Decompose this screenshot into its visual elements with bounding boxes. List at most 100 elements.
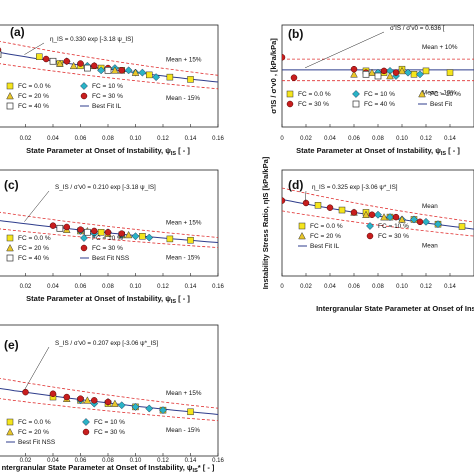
data-point-fc40 — [374, 72, 382, 80]
data-point-fc30 — [416, 218, 424, 226]
data-point-fc20 — [398, 215, 406, 223]
plot-area — [282, 187, 474, 237]
x-axis-label-main: State Parameter at Onset of Instability,… — [26, 294, 171, 303]
y-axis-label: Instability Stress Ratio, ηIS [kPa/kPa] — [261, 156, 270, 289]
x-axis-label-sub: IS — [441, 151, 447, 157]
x-axis-label: ntergranular State Parameter at Onset of… — [2, 463, 215, 474]
fit-equation: η_IS = 0.330 exp [-3.18 ψ_IS] — [50, 36, 133, 43]
x-tick-label: 0 — [280, 136, 284, 142]
data-point-fc30 — [392, 69, 400, 76]
x-axis-label-tail: * [ - ] — [198, 463, 215, 472]
data-point-fc20 — [56, 59, 64, 67]
panel-label: (c) — [4, 178, 19, 192]
data-point-fc0 — [187, 408, 194, 416]
legend-marker-fc20 — [6, 91, 14, 100]
data-point-fc30 — [77, 226, 84, 233]
x-tick-label: 0.06 — [75, 136, 87, 142]
data-point-fc20 — [69, 61, 78, 70]
lower-bound-label: Mean - 15% — [166, 427, 200, 434]
y-axis-label: σ'IS / σ'v0 , [kPa/kPa] — [269, 38, 278, 114]
legend-marker-fc40 — [6, 254, 14, 262]
data-point-fc10 — [124, 66, 133, 75]
legend-marker-fc10 — [80, 234, 88, 242]
data-point-fc20 — [124, 230, 133, 239]
x-axis-label-tail: [ - ] — [176, 146, 190, 155]
data-point-fc10 — [434, 220, 442, 229]
x-tick-label: 0.08 — [102, 136, 114, 142]
x-axis-label: State Parameter at Onset of Instability,… — [26, 294, 190, 305]
data-point-fc40 — [84, 228, 91, 236]
equation-leader — [304, 190, 307, 202]
plot-area — [282, 54, 474, 82]
legend-label: Best Fit IL — [310, 243, 340, 250]
x-tick-label: 0.16 — [212, 284, 224, 290]
x-tick-label: 0.04 — [324, 136, 336, 142]
x-axis-label: State Parameter at Onset of Instability,… — [296, 146, 460, 157]
x-axis-label-tail: [ - ] — [446, 146, 460, 155]
x-tick-label: 0.14 — [444, 136, 456, 142]
panel-label: (e) — [4, 338, 19, 352]
equation-leader — [24, 346, 50, 391]
legend-label: FC = 10 % — [92, 83, 123, 90]
x-axis-label-sub: IS — [171, 151, 177, 157]
legend-marker-fc40 — [6, 102, 14, 110]
data-point-fc10 — [416, 70, 424, 79]
panel-label: (b) — [288, 27, 303, 41]
x-tick-label: 0.08 — [372, 284, 384, 290]
legend-marker-fc30 — [82, 428, 90, 436]
legend-label: FC = 0.0 % — [18, 83, 51, 90]
data-point-fc10 — [145, 233, 154, 242]
data-point-fc30 — [63, 58, 70, 65]
x-tick-label: 0.08 — [372, 136, 384, 142]
legend-marker-fc10 — [80, 82, 88, 90]
legend-marker-fc40 — [352, 100, 360, 108]
legend-marker-fc30 — [286, 100, 294, 108]
x-axis-label-main: Intergranular State Parameter at Onset o… — [316, 304, 474, 313]
x-tick-label: 0.08 — [102, 284, 114, 290]
plot-area — [0, 211, 218, 248]
data-point-fc40 — [0, 51, 2, 58]
x-tick-label: 0.12 — [157, 284, 169, 290]
x-axis-label-sub: IS — [193, 468, 199, 474]
legend-label: Best Fit NSS — [92, 255, 130, 262]
legend-marker-fc0 — [286, 90, 294, 98]
legend-label: Best Fit IL — [92, 103, 122, 110]
data-point-fc40 — [104, 66, 112, 74]
x-tick-label: 0.06 — [348, 136, 360, 142]
legend-marker-fc30 — [80, 244, 88, 252]
legend-label: FC = 30 % — [378, 233, 409, 240]
data-point-fc30 — [49, 390, 57, 398]
x-tick-label: 0.02 — [300, 284, 312, 290]
legend-marker-fc30 — [80, 92, 88, 100]
data-point-fc0 — [422, 67, 430, 75]
legend-label: FC = 20 % — [310, 233, 341, 240]
upper-bound-line — [282, 187, 474, 223]
x-tick-label: 0.14 — [185, 136, 197, 142]
data-point-fc30 — [91, 397, 98, 404]
upper-bound-label: Mean + 10% — [422, 44, 458, 51]
x-tick-label: 0.02 — [20, 458, 32, 464]
data-point-fc10 — [131, 232, 140, 241]
data-point-fc30 — [282, 54, 286, 61]
lower-bound-label: Mean - 15% — [166, 95, 200, 102]
legend-marker-fc20 — [298, 231, 306, 240]
upper-bound-label: Mean — [422, 203, 438, 210]
data-point-fc40 — [362, 70, 370, 78]
data-point-fc30 — [77, 60, 84, 67]
legend-marker-fc10 — [366, 222, 374, 230]
x-tick-label: 0.04 — [324, 284, 336, 290]
upper-bound-line — [0, 40, 218, 76]
legend-label: FC = 20 % — [18, 429, 49, 436]
x-tick-label: 0.02 — [300, 136, 312, 142]
equation-leader — [24, 42, 45, 55]
data-point-fc20 — [111, 66, 119, 74]
x-tick-label: 0.14 — [185, 284, 197, 290]
data-point-fc30 — [63, 223, 70, 231]
x-axis-label-main: State Parameter at Onset of Instability,… — [26, 146, 171, 155]
legend-label: FC = 40 % — [18, 255, 49, 262]
legend-label: FC = 10 % — [92, 235, 123, 242]
data-point-fc0 — [446, 69, 454, 76]
legend-label: FC = 20 % — [430, 91, 461, 98]
x-axis-label: Intergranular State Parameter at Onset o… — [316, 304, 474, 313]
legend-marker-fc0 — [6, 418, 14, 426]
